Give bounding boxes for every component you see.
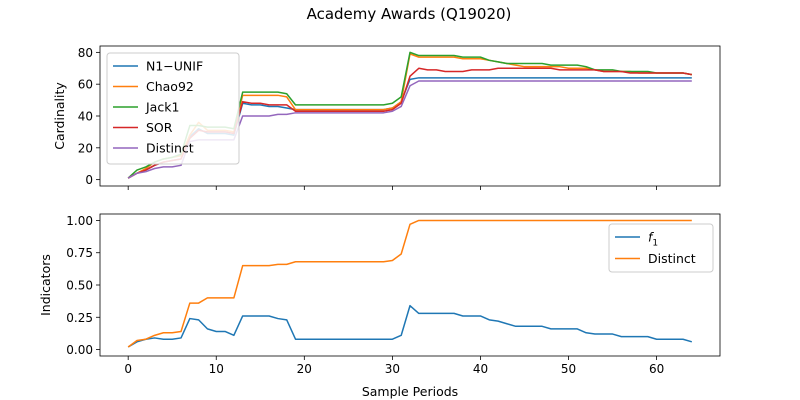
indicators-plot: 0 10 20 30 40 50 60 0.00 0.25 0.50 0.75 1.00 Indicat… bbox=[38, 213, 721, 399]
figure-title: Academy Awards (Q19020) bbox=[307, 5, 512, 23]
cardinality-y-tick-label: 20 bbox=[78, 141, 93, 155]
indicators-legend-label: f1 bbox=[648, 230, 658, 249]
cardinality-legend-label: Jack1 bbox=[145, 100, 179, 115]
cardinality-legend: N1−UNIF Chao92 Jack1 SOR Distinct bbox=[106, 52, 240, 165]
cardinality-y-axis-label: Cardinality bbox=[52, 82, 67, 150]
indicators-x-axis-label: Sample Periods bbox=[362, 384, 458, 399]
indicators-x-tick-label: 60 bbox=[649, 362, 664, 376]
cardinality-legend-box bbox=[106, 52, 240, 165]
cardinality-legend-label: SOR bbox=[146, 120, 173, 135]
cardinality-y-tick-label: 40 bbox=[78, 110, 93, 124]
cardinality-plot: 0 20 40 60 80 Cardinality N1−UNIF Chao92 Jack1 SO… bbox=[52, 45, 721, 190]
indicators-legend: f1 Distinct bbox=[608, 223, 714, 273]
cardinality-legend-label: Chao92 bbox=[146, 79, 194, 94]
indicators-x-tick-label: 30 bbox=[385, 362, 400, 376]
cardinality-y-tick-label: 0 bbox=[85, 173, 93, 187]
indicators-series-line-0 bbox=[127, 304, 693, 348]
indicators-x-tick-label: 50 bbox=[561, 362, 576, 376]
indicators-x-tick-label: 20 bbox=[297, 362, 312, 376]
indicators-x-tick-label: 10 bbox=[209, 362, 224, 376]
indicators-y-tick-label: 0.25 bbox=[66, 311, 93, 325]
cardinality-legend-label: N1−UNIF bbox=[146, 59, 203, 74]
indicators-legend-label: Distinct bbox=[648, 251, 696, 266]
cardinality-y-tick-label: 80 bbox=[78, 46, 93, 60]
indicators-y-tick-label: 0.00 bbox=[66, 343, 93, 357]
indicators-y-tick-label: 0.75 bbox=[66, 246, 93, 260]
indicators-series-line-1 bbox=[127, 219, 692, 348]
indicators-legend-label-main: f bbox=[648, 230, 654, 245]
indicators-legend-box bbox=[608, 223, 714, 273]
indicators-x-tick-label: 40 bbox=[473, 362, 488, 376]
indicators-y-axis-label: Indicators bbox=[38, 254, 53, 316]
indicators-y-tick-label: 0.50 bbox=[66, 279, 93, 293]
cardinality-y-tick-label: 60 bbox=[78, 78, 93, 92]
indicators-y-tick-label: 1.00 bbox=[66, 214, 93, 228]
cardinality-legend-label: Distinct bbox=[146, 141, 194, 156]
indicators-x-tick-label: 0 bbox=[124, 362, 132, 376]
indicators-legend-label-subscript: 1 bbox=[652, 239, 658, 249]
